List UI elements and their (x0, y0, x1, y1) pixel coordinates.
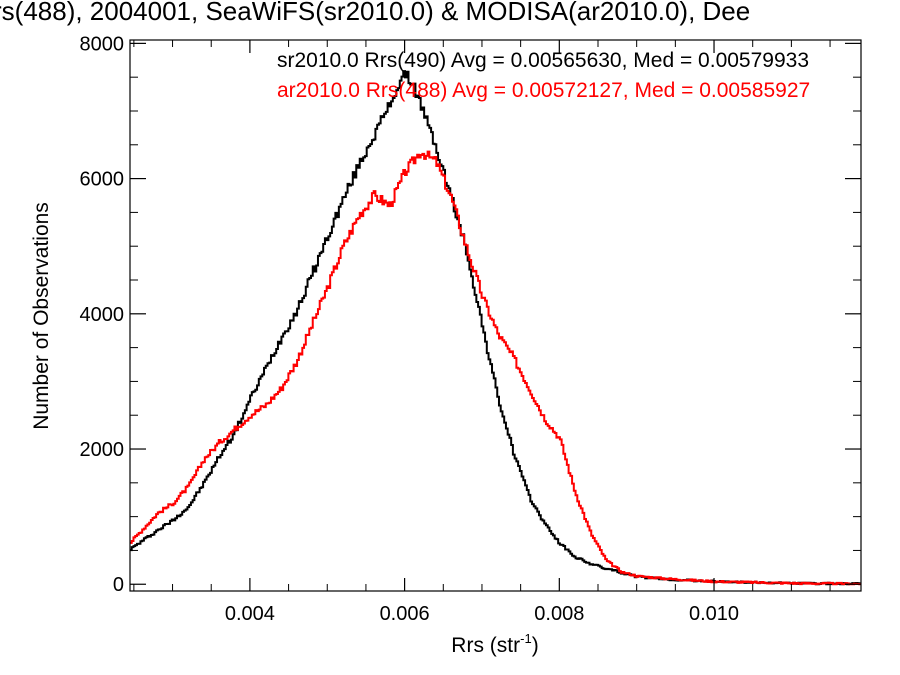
y-tick-label: 6000 (80, 169, 125, 191)
plot-frame (129, 39, 862, 592)
x-axis-label-main: Rrs (str (451, 634, 520, 657)
x-tick-label: 0.006 (380, 603, 430, 625)
plot-area: 0.004 0.006 0.008 0.010 0 2000 4000 6000 8000 (80, 33, 862, 625)
series-line-ar2010 (130, 150, 861, 586)
y-tick-label: 0 (113, 574, 124, 596)
y-tick-label: 8000 (80, 33, 125, 55)
x-axis-label-end: ) (532, 634, 539, 657)
x-tick-label: 0.004 (225, 603, 275, 625)
y-tick-label: 4000 (80, 304, 125, 326)
x-axis-label: Rrs (str-1) (451, 631, 538, 657)
y-tick-label: 2000 (80, 439, 125, 461)
x-tick-label: 0.008 (534, 603, 584, 625)
chart-title: rs(488), 2004001, SeaWiFS(sr2010.0) & MO… (0, 0, 750, 26)
x-tick-label: 0.010 (689, 603, 739, 625)
legend-entry-ar2010: ar2010.0 Rrs(488) Avg = 0.00572127, Med … (277, 79, 810, 102)
legend-entry-sr2010: sr2010.0 Rrs(490) Avg = 0.00565630, Med … (277, 49, 809, 72)
y-axis-label: Number of Observations (30, 202, 53, 430)
x-axis-label-superscript: -1 (520, 631, 532, 646)
